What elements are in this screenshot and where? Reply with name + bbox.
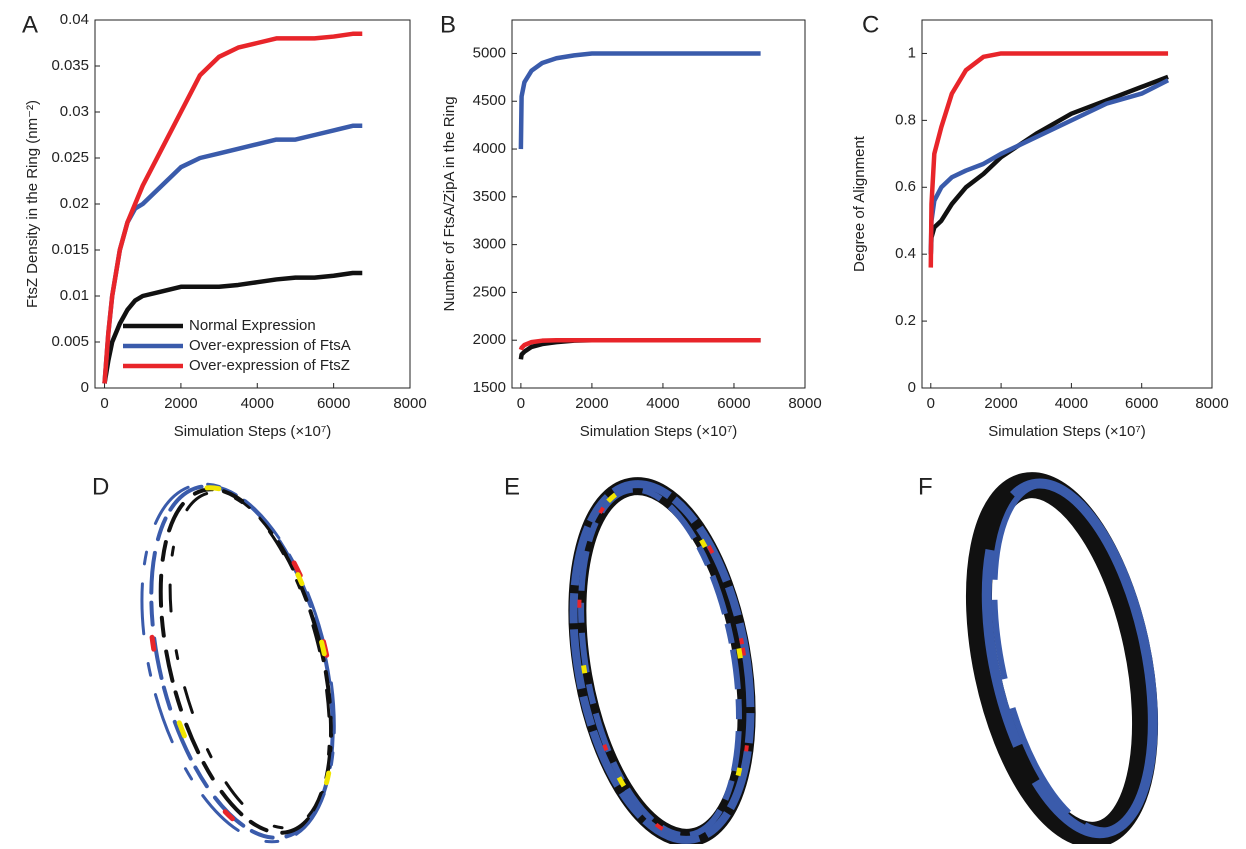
series-line xyxy=(102,270,363,384)
y-tick-label: 0.01 xyxy=(60,287,89,304)
x-tick-label: 8000 xyxy=(1195,395,1228,412)
x-tick-label: 0 xyxy=(517,395,525,412)
y-tick-label: 0.025 xyxy=(51,149,89,166)
x-tick-label: 4000 xyxy=(646,395,679,412)
x-tick-label: 6000 xyxy=(717,395,750,412)
y-tick-label: 0 xyxy=(81,379,89,396)
x-tick-label: 8000 xyxy=(788,395,821,412)
series-line xyxy=(518,51,761,150)
series-line xyxy=(518,337,761,351)
series-line xyxy=(928,74,1169,255)
panel-label: A xyxy=(22,11,38,38)
panel-label: D xyxy=(92,473,109,500)
ring-f xyxy=(965,472,1159,848)
plot-area xyxy=(921,19,1213,389)
x-tick-label: 8000 xyxy=(393,395,426,412)
x-tick-label: 2000 xyxy=(575,395,608,412)
y-tick-label: 3500 xyxy=(473,188,506,205)
x-tick-label: 4000 xyxy=(1055,395,1088,412)
x-axis-label: Simulation Steps (×10⁷) xyxy=(580,423,738,440)
panel-label: E xyxy=(504,473,520,500)
y-tick-label: 2500 xyxy=(473,283,506,300)
x-tick-label: 0 xyxy=(100,395,108,412)
series-line xyxy=(102,31,363,384)
y-tick-label: 3000 xyxy=(473,236,506,253)
x-tick-label: 0 xyxy=(927,395,935,412)
legend-label: Normal Expression xyxy=(189,317,316,334)
y-tick-label: 0.005 xyxy=(51,333,89,350)
x-tick-label: 4000 xyxy=(241,395,274,412)
y-axis-label: FtsZ Density in the Ring (nm⁻²) xyxy=(24,100,41,308)
y-tick-label: 0.2 xyxy=(895,312,916,329)
x-tick-label: 6000 xyxy=(317,395,350,412)
y-tick-label: 0.035 xyxy=(51,57,89,74)
y-tick-label: 0.02 xyxy=(60,195,89,212)
y-tick-label: 4000 xyxy=(473,140,506,157)
x-axis-label: Simulation Steps (×10⁷) xyxy=(988,423,1146,440)
y-tick-label: 5000 xyxy=(473,44,506,61)
x-tick-label: 2000 xyxy=(164,395,197,412)
x-axis-label: Simulation Steps (×10⁷) xyxy=(174,423,332,440)
y-tick-label: 2000 xyxy=(473,331,506,348)
panel-label: F xyxy=(918,473,933,500)
ring-d xyxy=(140,482,338,844)
plot-area xyxy=(511,19,806,389)
y-tick-label: 0.8 xyxy=(895,111,916,128)
series-line xyxy=(518,337,761,360)
y-tick-label: 0.03 xyxy=(60,103,89,120)
y-tick-label: 1500 xyxy=(473,379,506,396)
y-tick-label: 0.04 xyxy=(60,11,89,28)
y-axis-label: Number of FtsA/ZipA in the Ring xyxy=(441,96,458,311)
y-tick-label: 0.015 xyxy=(51,241,89,258)
series-line xyxy=(928,51,1169,268)
y-tick-label: 0.4 xyxy=(895,245,916,262)
x-tick-label: 2000 xyxy=(984,395,1017,412)
legend-label: Over-expression of FtsA xyxy=(189,337,351,354)
panel-label: B xyxy=(440,11,456,38)
panel-label: C xyxy=(862,11,879,38)
y-tick-label: 0 xyxy=(908,379,916,396)
legend-label: Over-expression of FtsZ xyxy=(189,357,350,374)
y-tick-label: 1 xyxy=(908,44,916,61)
ring-e xyxy=(568,477,756,847)
series-line xyxy=(928,78,1170,255)
y-tick-label: 4500 xyxy=(473,92,506,109)
y-tick-label: 0.6 xyxy=(895,178,916,195)
x-tick-label: 6000 xyxy=(1125,395,1158,412)
y-axis-label: Degree of Alignment xyxy=(851,135,868,272)
